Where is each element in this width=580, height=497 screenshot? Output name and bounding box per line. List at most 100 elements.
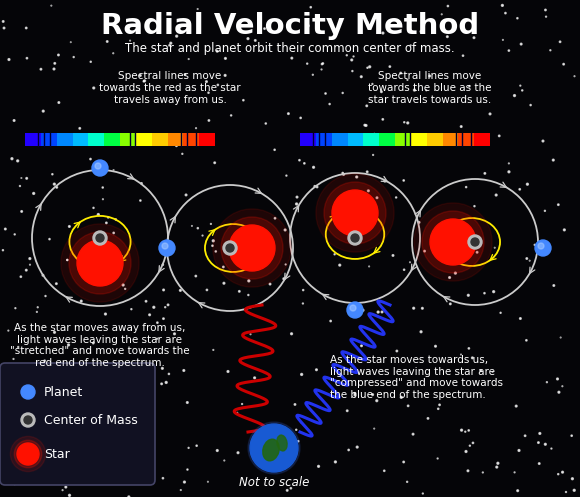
Bar xyxy=(316,133,332,146)
Point xyxy=(335,261,345,269)
Point xyxy=(349,53,358,61)
Point xyxy=(104,213,113,221)
Point xyxy=(372,397,382,405)
Point xyxy=(312,366,321,374)
Point xyxy=(339,170,348,178)
Point xyxy=(549,281,559,289)
Point xyxy=(282,171,291,179)
Point xyxy=(465,442,474,450)
Point xyxy=(362,102,371,110)
Point xyxy=(456,350,466,358)
Point xyxy=(513,487,523,495)
Point xyxy=(326,317,335,325)
Point xyxy=(437,10,447,18)
Point xyxy=(488,368,497,376)
Point xyxy=(299,286,308,294)
Circle shape xyxy=(250,424,298,472)
Point xyxy=(321,89,330,97)
Point xyxy=(433,454,443,462)
Point xyxy=(292,193,302,201)
Point xyxy=(445,273,454,281)
Point xyxy=(501,9,510,17)
Point xyxy=(325,100,334,108)
Point xyxy=(308,71,317,79)
Point xyxy=(41,292,50,300)
Point xyxy=(203,478,212,486)
Point xyxy=(19,445,28,453)
Point xyxy=(478,469,487,477)
Point xyxy=(338,89,347,97)
Point xyxy=(145,311,154,319)
Point xyxy=(50,329,59,336)
Point xyxy=(473,248,482,256)
Point xyxy=(124,493,133,497)
Point xyxy=(183,466,192,474)
Point xyxy=(3,327,13,334)
Point xyxy=(5,386,14,394)
Point xyxy=(61,483,70,491)
Point xyxy=(525,257,534,265)
Point xyxy=(184,26,193,34)
Point xyxy=(213,446,222,454)
Bar xyxy=(443,133,458,146)
Point xyxy=(362,168,372,176)
Point xyxy=(368,391,377,399)
Point xyxy=(54,51,63,59)
Point xyxy=(295,156,304,164)
Bar xyxy=(379,133,395,146)
Point xyxy=(364,187,373,195)
Point xyxy=(223,367,233,375)
Point xyxy=(76,389,85,397)
Point xyxy=(204,89,213,97)
Ellipse shape xyxy=(277,435,287,451)
Point xyxy=(318,60,328,68)
Point xyxy=(77,138,86,146)
Text: Spectral lines move
towards the blue as the
star travels towards us.: Spectral lines move towards the blue as … xyxy=(368,72,492,104)
Point xyxy=(93,211,103,219)
Point xyxy=(458,52,467,60)
Point xyxy=(522,336,531,344)
Point xyxy=(469,34,478,42)
Point xyxy=(362,18,372,26)
Point xyxy=(4,56,13,64)
Point xyxy=(17,207,26,215)
Point xyxy=(52,280,61,288)
Point xyxy=(157,380,166,388)
Circle shape xyxy=(221,217,283,279)
Point xyxy=(399,458,408,466)
Bar xyxy=(183,133,199,146)
Point xyxy=(164,301,173,309)
Point xyxy=(485,110,495,118)
Point xyxy=(517,86,527,94)
Point xyxy=(465,82,474,90)
Text: As the star moves towards us,
light waves leaving the star are
"compressed" and : As the star moves towards us, light wave… xyxy=(330,355,503,400)
Point xyxy=(204,116,213,124)
Text: Spectral lines move
towards the red as the star
travels away from us.: Spectral lines move towards the red as t… xyxy=(99,72,241,104)
Point xyxy=(158,474,168,482)
Bar xyxy=(72,133,88,146)
Point xyxy=(128,413,137,420)
Point xyxy=(75,124,85,132)
Point xyxy=(284,110,293,118)
Point xyxy=(364,262,374,270)
Point xyxy=(437,134,446,142)
Point xyxy=(183,399,192,407)
Point xyxy=(164,370,173,378)
Circle shape xyxy=(324,182,386,244)
Point xyxy=(159,315,168,323)
Point xyxy=(137,179,146,187)
Point xyxy=(89,84,99,92)
Bar xyxy=(120,133,136,146)
Point xyxy=(184,55,193,63)
Point xyxy=(297,370,306,378)
Point xyxy=(0,17,8,25)
Circle shape xyxy=(77,240,123,286)
Point xyxy=(111,216,121,224)
Point xyxy=(244,291,253,299)
Point xyxy=(526,101,535,109)
Point xyxy=(269,438,278,446)
Point xyxy=(32,308,42,316)
Point xyxy=(515,185,524,193)
Text: As the star moves away from us,
light waves leaving the star are
"stretched" and: As the star moves away from us, light wa… xyxy=(10,323,190,368)
Point xyxy=(52,405,61,413)
